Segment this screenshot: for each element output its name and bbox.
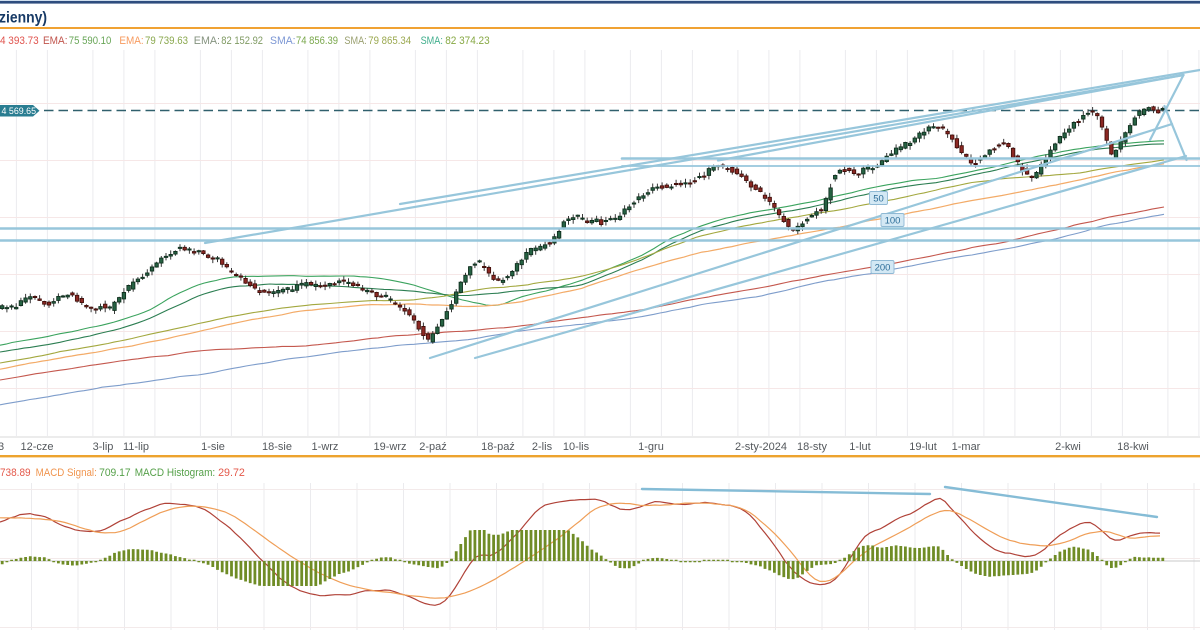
svg-text:12-cze: 12-cze: [20, 441, 53, 453]
svg-text:4 393.73: 4 393.73: [0, 35, 39, 47]
svg-text:79 865.34: 79 865.34: [368, 35, 411, 47]
svg-text:2-lis: 2-lis: [532, 441, 553, 453]
svg-text:82 152.92: 82 152.92: [221, 35, 263, 47]
svg-text:SMA:: SMA:: [344, 35, 366, 47]
svg-text:MACD Histogram:: MACD Histogram:: [135, 467, 216, 479]
svg-text:100: 100: [885, 216, 901, 227]
svg-text:50: 50: [873, 194, 884, 205]
svg-text:74 856.39: 74 856.39: [296, 35, 338, 47]
svg-text:738.89: 738.89: [0, 467, 31, 479]
svg-text:EMA:: EMA:: [194, 35, 220, 47]
svg-text:3-lip: 3-lip: [93, 441, 114, 453]
svg-text:1-lut: 1-lut: [849, 441, 870, 453]
svg-text:79 739.63: 79 739.63: [145, 35, 188, 47]
svg-text:zienny): zienny): [0, 10, 47, 27]
svg-text:1-wrz: 1-wrz: [312, 441, 339, 453]
svg-text:2-paź: 2-paź: [419, 441, 447, 453]
svg-text:1-sie: 1-sie: [201, 441, 225, 453]
svg-text:29.72: 29.72: [218, 467, 245, 479]
svg-text:2-sty-2024: 2-sty-2024: [735, 441, 787, 453]
svg-text:200: 200: [875, 263, 891, 274]
svg-text:19-wrz: 19-wrz: [373, 441, 406, 453]
svg-text:1-mar: 1-mar: [952, 441, 981, 453]
svg-text:EMA:: EMA:: [43, 35, 68, 47]
svg-text:709.17: 709.17: [99, 467, 131, 479]
svg-text:18-paź: 18-paź: [481, 441, 515, 453]
svg-text:82 374.23: 82 374.23: [445, 35, 490, 47]
svg-text:10-lis: 10-lis: [563, 441, 590, 453]
svg-text:MACD Signal:: MACD Signal:: [36, 467, 97, 479]
svg-text:4 569.65: 4 569.65: [2, 106, 37, 116]
svg-text:2-kwi: 2-kwi: [1055, 441, 1081, 453]
svg-text:3: 3: [0, 441, 4, 453]
svg-text:18-sie: 18-sie: [262, 441, 292, 453]
svg-text:18-kwi: 18-kwi: [1117, 441, 1149, 453]
svg-text:11-lip: 11-lip: [123, 441, 149, 453]
svg-text:75 590.10: 75 590.10: [69, 35, 112, 47]
svg-text:EMA:: EMA:: [119, 35, 143, 47]
svg-text:19-lut: 19-lut: [909, 441, 937, 453]
svg-text:18-sty: 18-sty: [797, 441, 827, 453]
svg-text:1-gru: 1-gru: [638, 441, 664, 453]
svg-text:SMA:: SMA:: [270, 35, 296, 47]
svg-text:SMA:: SMA:: [421, 35, 443, 47]
